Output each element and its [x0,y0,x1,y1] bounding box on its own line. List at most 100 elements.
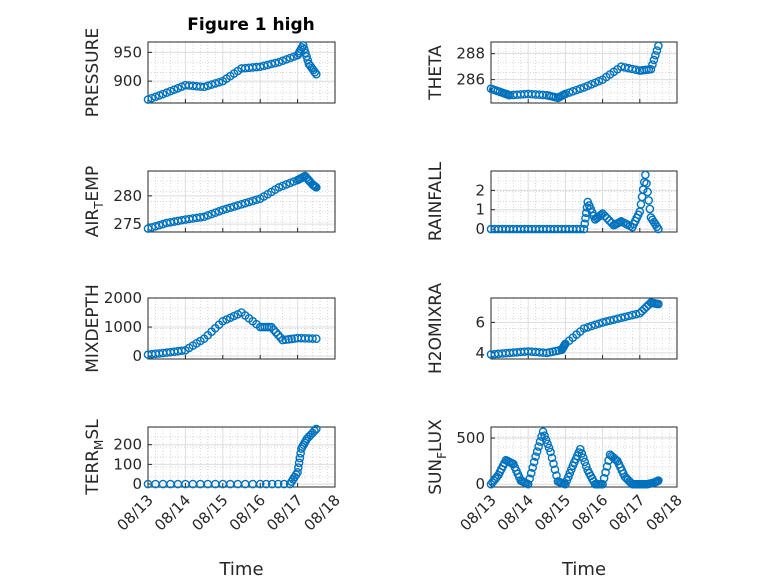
y-tick-label: 0 [132,347,142,365]
data-point [643,187,652,197]
data-point [654,476,663,485]
data-point [158,89,168,99]
data-point [151,222,160,231]
y-tick-label: 6 [475,313,485,331]
data-point [298,41,308,50]
data-point [274,57,284,67]
data-point [580,457,590,467]
data-point [287,334,296,344]
data-point [568,87,578,96]
data-point [645,204,655,214]
y-tick-label: 500 [456,429,485,447]
data-point [631,65,641,75]
data-point [255,479,265,489]
subplot-2: 275 280 AIRTEMP [83,166,336,237]
data-point [577,449,587,458]
y-axis-label: TERRMSL [83,419,106,496]
data-point [651,50,660,60]
data-point [590,320,600,330]
data-point [311,69,321,79]
data-point [544,443,554,453]
data-point [229,202,239,211]
data-point [196,213,205,222]
data-point [575,444,585,454]
data-point [225,203,235,213]
data-point [602,213,612,223]
axes-box [490,41,678,104]
x-axis-label: Time [561,559,606,580]
x-tick-label: 08/13 [457,491,500,534]
x-axis-label: Time [218,559,263,580]
data-point [248,196,258,206]
axes-box [490,426,678,488]
data-point [654,299,663,309]
data-point [278,181,287,191]
data-point [274,183,284,192]
data-point [646,64,656,74]
data-point [534,442,543,451]
x-tick-label: 08/16 [226,491,269,534]
data-point [218,205,228,215]
data-point [270,58,280,68]
x-tick-label: 08/17 [605,491,648,534]
data-point [311,424,321,434]
data-point [578,453,588,462]
data-point [293,467,302,477]
data-point [211,208,220,217]
data-point [639,304,649,314]
data-point [648,60,657,69]
data-point [581,461,591,471]
data-point [302,52,311,61]
data-point [546,447,555,457]
subplot-5: 4 6 H2OMIXRA [426,283,678,374]
data-point [543,439,552,449]
axes-box [147,426,336,488]
y-tick-label: 0 [132,475,142,493]
data-point [550,465,560,474]
y-tick-label: 0 [475,475,485,493]
data-point [300,44,309,54]
data-point [604,216,614,225]
data-point [199,212,209,222]
data-point [642,302,651,312]
data-point [154,220,164,230]
data-point [301,48,310,58]
axes-box [490,297,678,360]
y-axis-label: SUNFLUX [426,419,449,495]
y-tick-label: 100 [113,455,142,473]
x-tick-label: 08/14 [494,491,537,534]
data-point [308,334,317,343]
y-tick-label: 280 [113,187,142,205]
data-point [199,82,209,92]
data-point [579,224,589,234]
y-axis-label: H2OMIXRA [426,283,446,374]
data-point [282,55,291,64]
y-axis-label: AIRTEMP [83,166,106,237]
data-point [583,322,593,332]
x-tick-label: 08/17 [263,491,306,534]
data-point [311,183,321,192]
data-point [240,198,250,208]
data-point [261,479,271,489]
data-point [580,219,590,228]
data-point [528,463,537,472]
data-point [649,55,659,65]
y-tick-label: 275 [113,215,142,233]
data-point [279,479,289,489]
y-tick-label: 4 [475,344,485,362]
data-point [285,178,295,188]
data-point [526,468,536,478]
x-tick-label: 08/18 [301,491,344,534]
data-point [538,427,548,436]
y-tick-label: 2 [475,181,485,199]
data-point [289,177,299,186]
subplot-3: 01 2 RAINFALL [426,161,678,241]
data-point [147,223,157,232]
x-tick-label: 08/18 [643,491,686,534]
data-point [600,211,610,221]
data-point [276,333,285,342]
